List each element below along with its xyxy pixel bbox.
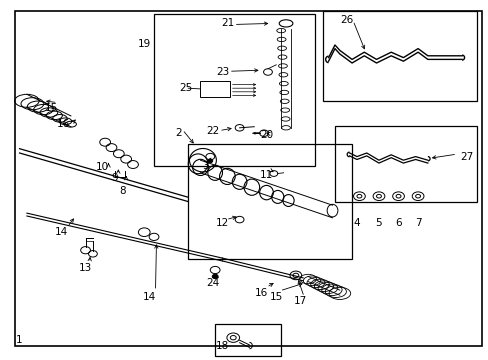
Text: 26: 26 — [340, 15, 353, 25]
Text: 16: 16 — [57, 119, 70, 129]
Text: 15: 15 — [269, 292, 283, 302]
Text: 14: 14 — [142, 292, 156, 302]
Text: 11: 11 — [259, 170, 273, 180]
Text: 5: 5 — [375, 218, 382, 228]
Text: 22: 22 — [205, 126, 219, 136]
Text: 13: 13 — [79, 263, 92, 273]
Text: 23: 23 — [215, 67, 229, 77]
Circle shape — [207, 159, 212, 163]
Text: 18: 18 — [215, 341, 229, 351]
Text: 8: 8 — [119, 186, 125, 196]
Text: 4: 4 — [353, 218, 360, 228]
Text: 19: 19 — [138, 39, 151, 49]
Text: 17: 17 — [293, 296, 307, 306]
Text: 24: 24 — [205, 278, 219, 288]
Text: 20: 20 — [260, 130, 272, 140]
Text: 14: 14 — [54, 227, 68, 237]
Text: 15: 15 — [44, 103, 58, 113]
Text: 21: 21 — [220, 18, 234, 28]
Text: 16: 16 — [254, 288, 268, 298]
Text: 2: 2 — [175, 128, 182, 138]
Text: 25: 25 — [179, 83, 192, 93]
Text: 9: 9 — [111, 173, 118, 183]
Circle shape — [212, 274, 218, 279]
Text: 12: 12 — [215, 218, 229, 228]
Text: 7: 7 — [414, 218, 421, 228]
Text: 27: 27 — [459, 152, 473, 162]
Text: 6: 6 — [394, 218, 401, 228]
Text: 3: 3 — [202, 161, 208, 171]
Text: 1: 1 — [16, 335, 23, 345]
Text: 10: 10 — [96, 162, 109, 172]
FancyArrow shape — [252, 132, 260, 134]
